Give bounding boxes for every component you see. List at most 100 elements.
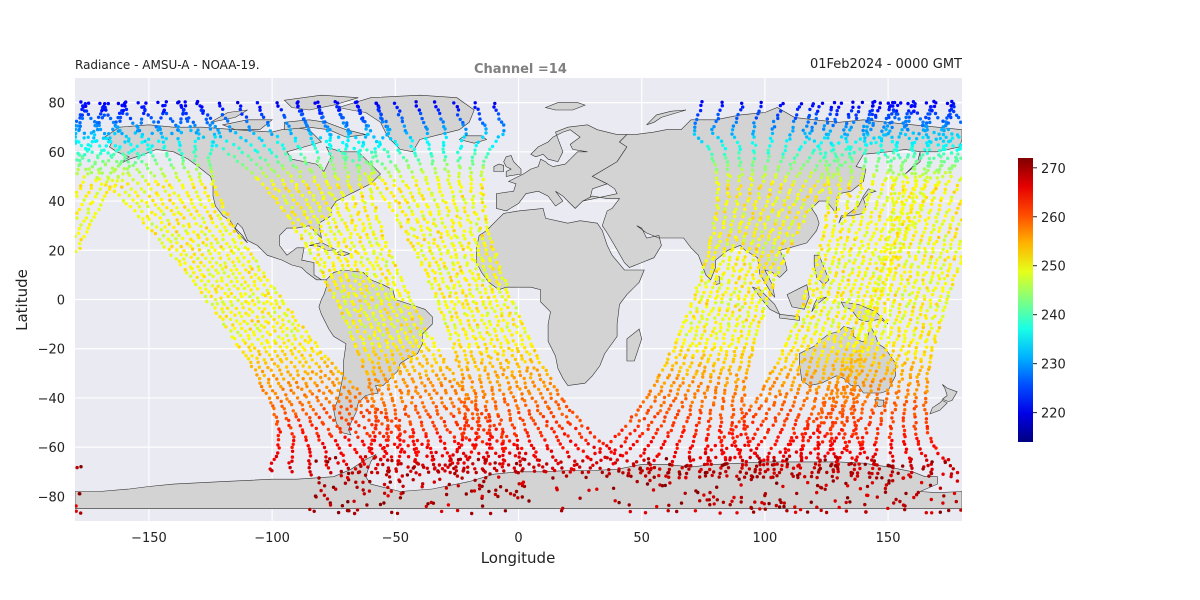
data-point: [470, 412, 475, 416]
data-point: [211, 274, 215, 278]
data-point: [411, 175, 415, 179]
data-point: [712, 345, 717, 350]
data-point: [320, 214, 324, 219]
data-point: [741, 379, 746, 384]
data-point: [259, 384, 264, 389]
data-point: [473, 467, 477, 471]
data-point: [675, 446, 679, 450]
data-point: [862, 450, 867, 454]
data-point: [163, 225, 167, 229]
data-point: [808, 388, 812, 392]
data-point: [221, 310, 225, 314]
data-point: [436, 244, 440, 248]
data-point: [802, 294, 807, 298]
data-point: [468, 288, 472, 292]
data-point: [369, 447, 374, 451]
data-point: [642, 451, 646, 455]
data-point: [228, 317, 233, 321]
data-point: [185, 191, 189, 195]
data-point: [279, 205, 284, 210]
data-point: [432, 341, 436, 345]
data-point: [460, 372, 465, 377]
data-point: [200, 253, 204, 257]
data-point: [214, 225, 219, 229]
data-point: [689, 302, 693, 306]
data-point: [708, 467, 712, 472]
data-point: [483, 243, 487, 248]
data-point: [159, 228, 163, 232]
data-point: [805, 396, 809, 400]
data-point: [766, 151, 770, 155]
data-point: [403, 381, 407, 385]
data-point: [822, 267, 826, 271]
data-point: [716, 243, 720, 247]
data-point: [156, 182, 160, 187]
data-point: [659, 403, 663, 408]
data-point: [810, 125, 814, 130]
data-point: [308, 220, 312, 224]
data-point: [787, 210, 792, 214]
data-point: [709, 270, 714, 274]
data-point: [757, 279, 761, 283]
data-point: [463, 255, 467, 260]
data-point: [336, 210, 340, 215]
data-point: [611, 462, 615, 466]
data-point: [729, 223, 733, 227]
data-point: [408, 435, 412, 439]
data-point: [393, 164, 398, 168]
data-point: [438, 366, 443, 370]
data-point: [847, 297, 851, 302]
data-point: [852, 326, 856, 330]
data-point: [751, 420, 755, 424]
data-point: [436, 205, 440, 209]
data-point: [751, 216, 755, 220]
data-point: [828, 286, 832, 290]
data-point: [807, 156, 812, 160]
data-point: [446, 233, 450, 237]
data-point: [285, 326, 289, 331]
data-point: [299, 152, 303, 156]
data-point: [357, 166, 361, 170]
data-point: [357, 140, 361, 144]
data-point: [528, 352, 532, 356]
data-point: [701, 375, 705, 379]
data-point: [857, 265, 861, 270]
data-point: [386, 268, 390, 273]
data-point: [690, 444, 695, 448]
data-point: [768, 144, 772, 148]
data-point: [413, 151, 417, 155]
data-point: [716, 267, 721, 271]
data-point: [365, 232, 369, 237]
data-point: [364, 288, 369, 292]
data-point: [272, 317, 276, 322]
data-point: [382, 403, 387, 408]
data-point: [287, 461, 291, 465]
data-point: [537, 463, 541, 467]
data-point: [789, 436, 794, 440]
data-point: [398, 443, 402, 447]
data-point: [284, 357, 289, 361]
data-point: [818, 337, 822, 341]
data-point: [336, 177, 340, 181]
data-point: [657, 452, 661, 456]
data-point: [433, 357, 437, 361]
data-point: [382, 318, 386, 322]
data-point: [172, 191, 176, 195]
data-point: [410, 170, 414, 174]
data-point: [717, 428, 722, 433]
data-point: [338, 276, 342, 280]
data-point: [702, 462, 707, 467]
data-point: [149, 187, 153, 191]
data-point: [492, 105, 496, 109]
data-point: [356, 232, 360, 237]
data-point: [650, 420, 654, 424]
data-point: [722, 399, 726, 404]
data-point: [875, 266, 879, 271]
data-point: [409, 191, 413, 195]
data-point: [308, 462, 312, 466]
data-point: [392, 325, 396, 329]
data-point: [841, 436, 846, 440]
data-point: [706, 427, 710, 431]
data-point: [824, 218, 828, 222]
data-point: [419, 224, 423, 229]
